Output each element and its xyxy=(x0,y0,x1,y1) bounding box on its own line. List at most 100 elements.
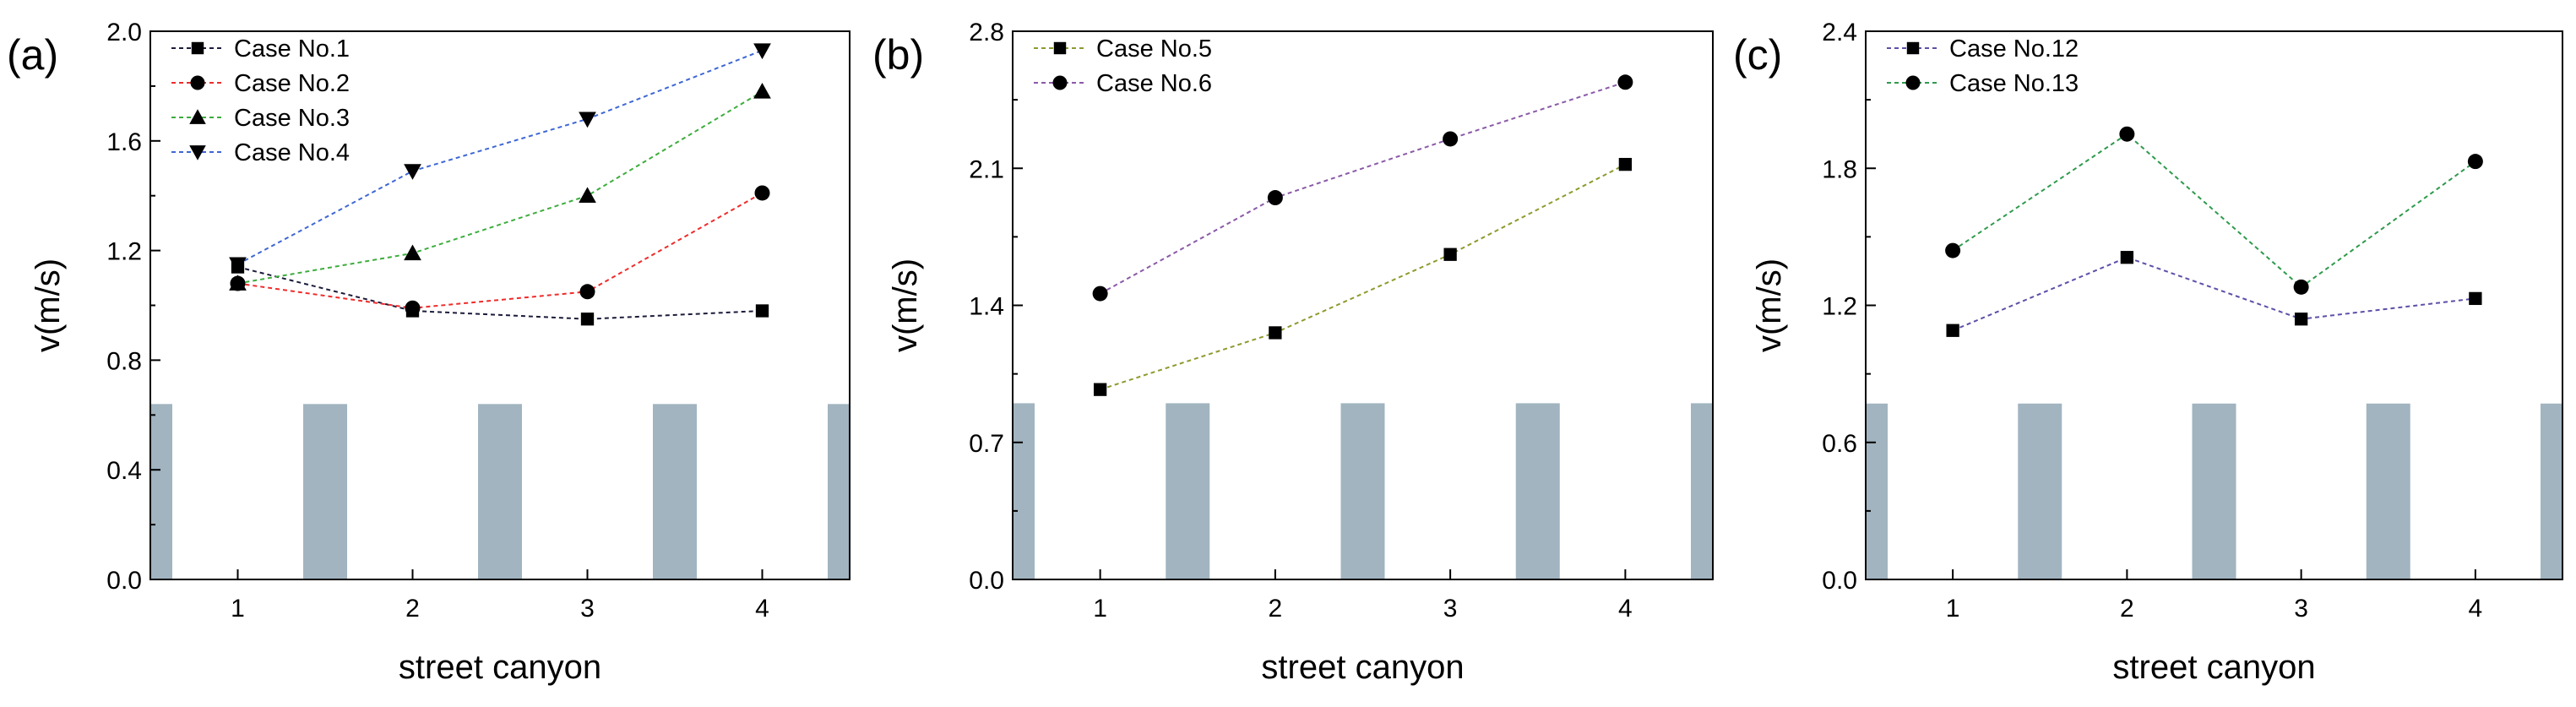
data-point xyxy=(579,284,595,300)
y-tick-label: 0.8 xyxy=(106,347,142,375)
data-point xyxy=(2293,279,2309,295)
legend-label: Case No.4 xyxy=(234,139,350,166)
legend-marker xyxy=(1905,75,1921,90)
legend-label: Case No.2 xyxy=(234,70,350,97)
y-tick-label: 1.2 xyxy=(1822,293,1857,321)
legend-label: Case No.13 xyxy=(1949,70,2079,97)
legend-label: Case No.6 xyxy=(1096,70,1212,97)
y-tick-label: 1.4 xyxy=(969,293,1004,321)
legend-marker xyxy=(1906,41,1920,55)
legend-marker xyxy=(189,109,206,124)
x-tick-label: 1 xyxy=(231,595,245,623)
data-point xyxy=(229,257,247,274)
data-point xyxy=(579,187,596,203)
legend-label: Case No.1 xyxy=(234,35,350,63)
data-point xyxy=(405,300,421,316)
y-axis-label: v(m/s) xyxy=(30,258,67,352)
data-point xyxy=(1443,247,1457,261)
legend-marker xyxy=(189,145,206,160)
building-block xyxy=(828,404,850,579)
data-point xyxy=(2119,126,2135,142)
series-line xyxy=(1100,81,1626,295)
x-tick-label: 4 xyxy=(2469,595,2483,623)
data-point xyxy=(754,185,770,201)
series-line xyxy=(237,192,763,309)
y-tick-label: 2.4 xyxy=(1822,19,1857,46)
x-tick-label: 2 xyxy=(1269,595,1283,623)
x-tick-label: 4 xyxy=(755,595,769,623)
y-tick-label: 0.7 xyxy=(969,430,1004,458)
series-line xyxy=(1100,163,1626,391)
building-block xyxy=(1866,403,1888,579)
x-axis-label: street canyon xyxy=(399,649,601,686)
y-tick-label: 0.0 xyxy=(969,567,1004,595)
y-tick-label: 0.0 xyxy=(106,567,142,595)
building-block xyxy=(1691,403,1713,579)
data-point xyxy=(2294,313,2308,326)
building-block xyxy=(1166,403,1210,579)
series-line xyxy=(237,49,763,265)
x-axis-label: street canyon xyxy=(2112,649,2315,686)
data-point xyxy=(229,275,247,291)
chart-panel: 0.0 0.6 1.2 1.8 2.4 1 2 3 4 street canyon v(m/s) (c… xyxy=(1733,19,2563,686)
y-tick-label: 0.6 xyxy=(1822,430,1857,458)
x-tick-label: 4 xyxy=(1618,595,1633,623)
data-point xyxy=(2120,251,2134,264)
y-tick-label: 2.0 xyxy=(106,19,142,46)
data-point xyxy=(1267,190,1283,206)
data-point xyxy=(753,83,771,99)
y-tick-label: 0.0 xyxy=(1822,567,1857,595)
legend-marker xyxy=(1052,75,1068,90)
y-tick-label: 1.2 xyxy=(106,238,142,266)
data-point xyxy=(1093,383,1107,396)
data-point xyxy=(753,43,771,60)
building-block xyxy=(1515,403,1560,579)
data-point xyxy=(1092,286,1108,302)
chart-panel: 0.0 0.4 0.8 1.2 1.6 2.0 1 2 3 4 street canyon v(m/s… xyxy=(7,19,851,686)
data-point xyxy=(1946,324,1959,337)
y-tick-label: 1.8 xyxy=(1822,155,1857,183)
building-block xyxy=(1340,403,1385,579)
building-block xyxy=(2192,403,2236,579)
building-block xyxy=(1013,403,1035,579)
legend-marker xyxy=(191,41,204,55)
legend-label: Case No.5 xyxy=(1096,35,1212,63)
y-tick-label: 2.8 xyxy=(969,19,1004,46)
y-tick-label: 2.1 xyxy=(969,155,1004,183)
series-line xyxy=(237,266,763,320)
x-axis-label: street canyon xyxy=(1261,649,1464,686)
building-block xyxy=(150,404,172,579)
data-point xyxy=(1443,131,1459,147)
x-tick-label: 3 xyxy=(580,595,595,623)
data-point xyxy=(2469,291,2482,306)
panel-label: (b) xyxy=(872,31,924,79)
data-point xyxy=(1269,326,1282,340)
data-point xyxy=(755,304,769,318)
data-point xyxy=(580,313,595,326)
y-axis-label: v(m/s) xyxy=(887,258,924,352)
data-point xyxy=(1617,74,1633,90)
y-tick-label: 0.4 xyxy=(106,457,142,485)
x-tick-label: 2 xyxy=(405,595,420,623)
legend-label: Case No.3 xyxy=(234,105,350,132)
building-block xyxy=(653,404,697,579)
legend-marker xyxy=(190,75,205,90)
legend-marker xyxy=(1053,41,1067,55)
data-point xyxy=(1945,242,1961,258)
data-point xyxy=(2467,154,2483,170)
x-tick-label: 2 xyxy=(2120,595,2134,623)
building-block xyxy=(478,404,522,579)
x-tick-label: 1 xyxy=(1093,595,1107,623)
building-block xyxy=(303,404,347,579)
y-tick-label: 1.6 xyxy=(106,128,142,156)
y-axis-label: v(m/s) xyxy=(1751,258,1788,352)
data-point xyxy=(404,244,421,261)
series-line xyxy=(1952,256,2475,332)
data-point xyxy=(1618,157,1633,171)
x-tick-label: 3 xyxy=(2294,595,2308,623)
series-line xyxy=(237,90,764,285)
building-block xyxy=(2541,403,2562,579)
legend-label: Case No.12 xyxy=(1949,35,2079,63)
building-block xyxy=(2018,403,2062,579)
